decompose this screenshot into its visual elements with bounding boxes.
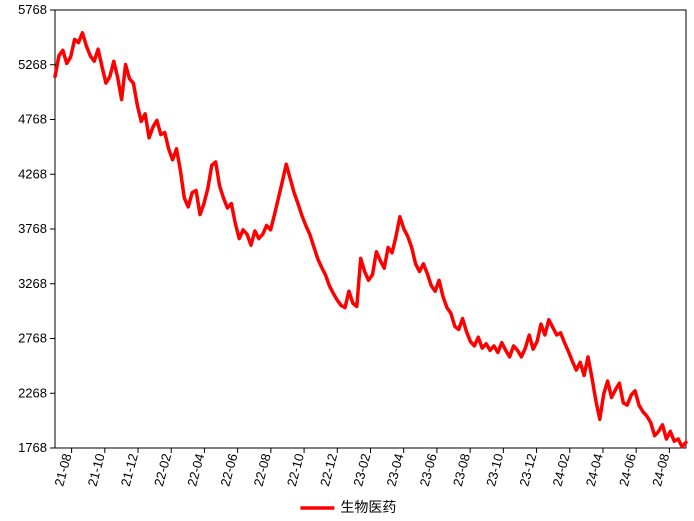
y-tick-label: 5268	[18, 57, 47, 72]
legend-label: 生物医药	[340, 499, 396, 515]
y-tick-label: 3268	[18, 276, 47, 291]
y-tick-label: 3768	[18, 221, 47, 236]
y-tick-label: 5768	[18, 2, 47, 17]
y-tick-label: 4268	[18, 166, 47, 181]
y-tick-label: 4768	[18, 112, 47, 127]
chart-container: 17682268276832683768426847685268576821-0…	[0, 0, 694, 521]
y-tick-label: 2268	[18, 385, 47, 400]
y-tick-label: 2768	[18, 331, 47, 346]
line-chart: 17682268276832683768426847685268576821-0…	[0, 0, 694, 521]
y-tick-label: 1768	[18, 440, 47, 455]
